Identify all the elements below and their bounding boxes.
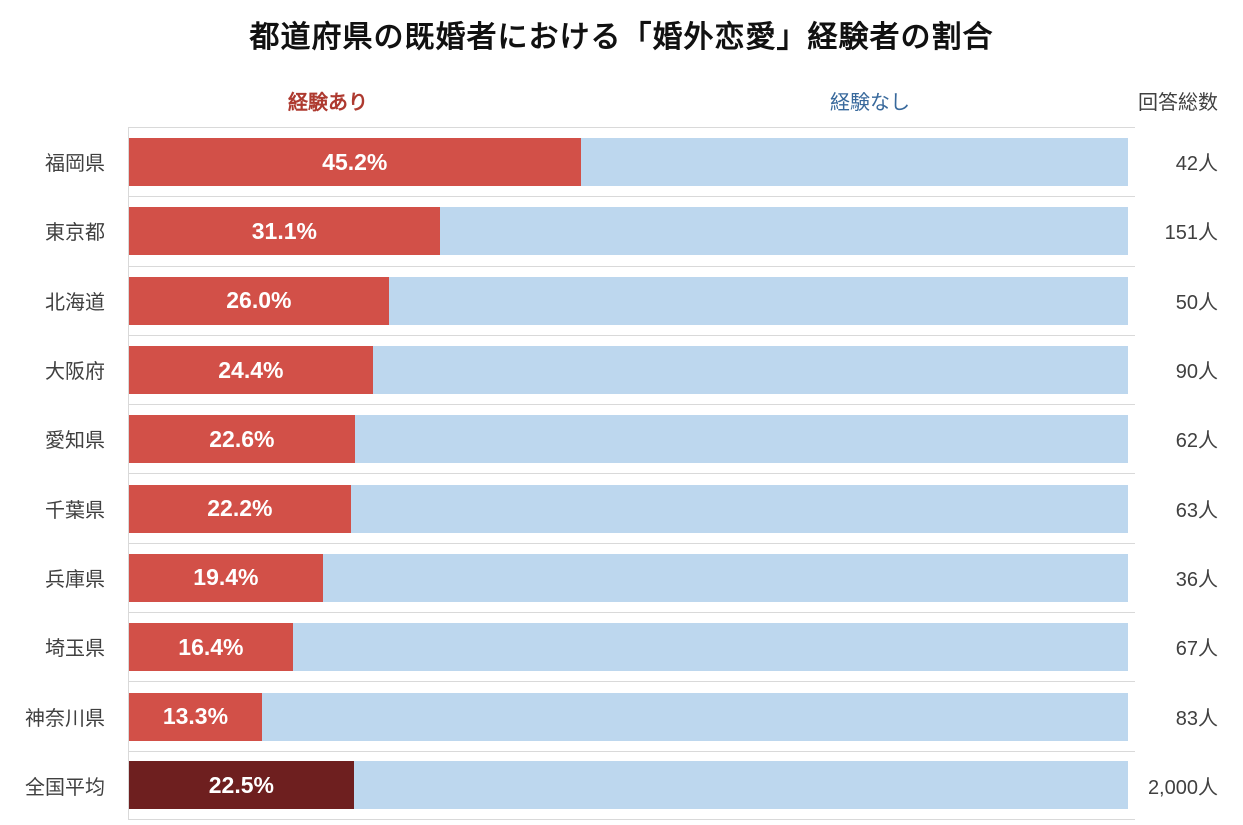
bar-value-label: 22.5% xyxy=(208,771,274,798)
bar-row: 北海道 26.0% 50人 xyxy=(0,265,1243,335)
bar-row: 福岡県 45.2% 42人 xyxy=(0,127,1243,197)
not-experienced-bar-segment xyxy=(292,623,1128,672)
experienced-bar-segment: 31.1% xyxy=(129,207,440,256)
total-responses-label: 83人 xyxy=(1175,707,1218,730)
legend-experienced: 経験あり xyxy=(288,92,368,114)
bar-row: 埼玉県 16.4% 67人 xyxy=(0,612,1243,682)
plot-cell: 24.4% xyxy=(128,334,1135,405)
category-label: 東京都 xyxy=(45,222,105,245)
category-label: 兵庫県 xyxy=(45,568,105,591)
total-responses-label: 63人 xyxy=(1175,499,1218,522)
bar-track: 22.2% xyxy=(129,484,1128,533)
total-responses-label: 50人 xyxy=(1175,291,1218,314)
experienced-bar-segment: 26.0% xyxy=(129,276,389,325)
plot-cell: 16.4% xyxy=(128,612,1135,682)
bar-value-label: 45.2% xyxy=(322,148,388,175)
total-responses-label: 2,000人 xyxy=(1147,776,1218,799)
bar-value-label: 19.4% xyxy=(193,564,259,591)
bar-track: 26.0% xyxy=(129,276,1128,325)
bar-track: 45.2% xyxy=(129,138,1128,187)
bar-value-label: 22.2% xyxy=(207,495,273,522)
bar-value-label: 13.3% xyxy=(162,703,229,730)
category-label: 北海道 xyxy=(45,291,105,314)
not-experienced-bar-segment xyxy=(388,276,1128,325)
bar-value-label: 26.0% xyxy=(226,287,292,314)
plot-cell: 26.0% xyxy=(128,265,1135,335)
experienced-bar-segment: 13.3% xyxy=(129,692,262,741)
bar-track: 31.1% xyxy=(129,207,1128,256)
not-experienced-bar-segment xyxy=(354,415,1128,464)
experienced-bar-segment: 22.5% xyxy=(129,761,354,810)
category-label: 福岡県 xyxy=(45,153,105,176)
not-experienced-bar-segment xyxy=(580,138,1128,187)
bar-row: 愛知県 22.6% 62人 xyxy=(0,404,1243,474)
experienced-bar-segment: 45.2% xyxy=(129,138,581,187)
plot-cell: 22.6% xyxy=(128,404,1135,474)
category-label: 全国平均 xyxy=(25,776,105,799)
bar-track: 16.4% xyxy=(129,623,1128,672)
plot-cell: 22.2% xyxy=(128,473,1135,543)
not-experienced-bar-segment xyxy=(439,207,1128,256)
not-experienced-bar-segment xyxy=(350,484,1128,533)
category-label: 愛知県 xyxy=(45,430,105,453)
experienced-bar-segment: 22.2% xyxy=(129,484,351,533)
not-experienced-bar-segment xyxy=(372,346,1128,395)
bar-row: 大阪府 24.4% 90人 xyxy=(0,334,1243,405)
stacked-bar-chart: 福岡県 45.2% 42人 東京都 31.1% 151人 北海道 xyxy=(0,127,1243,820)
bar-track: 24.4% xyxy=(129,346,1128,395)
plot-cell: 31.1% xyxy=(128,196,1135,266)
bar-row: 千葉県 22.2% 63人 xyxy=(0,473,1243,543)
plot-cell: 13.3% xyxy=(128,681,1135,751)
bar-track: 22.6% xyxy=(129,415,1128,464)
bar-value-label: 24.4% xyxy=(218,356,284,383)
chart-title: 都道府県の既婚者における「婚外恋愛」経験者の割合 xyxy=(249,21,994,54)
not-experienced-bar-segment xyxy=(322,553,1128,602)
bar-value-label: 31.1% xyxy=(251,217,317,244)
total-responses-label: 62人 xyxy=(1175,430,1218,453)
legend-not-experienced: 経験なし xyxy=(830,92,910,114)
plot-cell: 19.4% xyxy=(128,542,1135,613)
category-label: 埼玉県 xyxy=(45,638,105,661)
bar-value-label: 16.4% xyxy=(178,633,244,660)
bar-track: 13.3% xyxy=(129,692,1128,741)
total-responses-label: 42人 xyxy=(1175,153,1218,176)
experienced-bar-segment: 19.4% xyxy=(129,553,323,602)
total-responses-label: 90人 xyxy=(1175,361,1218,384)
plot-cell: 45.2% xyxy=(128,127,1135,197)
total-responses-label: 151人 xyxy=(1164,222,1218,245)
category-label: 神奈川県 xyxy=(25,707,105,730)
bar-row-national-average: 全国平均 22.5% 2,000人 xyxy=(0,750,1243,820)
bar-row: 兵庫県 19.4% 36人 xyxy=(0,542,1243,613)
experienced-bar-segment: 16.4% xyxy=(129,623,293,672)
plot-cell: 22.5% xyxy=(128,750,1135,820)
experienced-bar-segment: 24.4% xyxy=(129,346,373,395)
bar-row: 東京都 31.1% 151人 xyxy=(0,196,1243,266)
legend-total-responses: 回答総数 xyxy=(1138,92,1218,114)
total-responses-label: 67人 xyxy=(1175,638,1218,661)
bar-row: 神奈川県 13.3% 83人 xyxy=(0,681,1243,751)
not-experienced-bar-segment xyxy=(353,761,1128,810)
total-responses-label: 36人 xyxy=(1175,568,1218,591)
bar-track: 19.4% xyxy=(129,553,1128,602)
not-experienced-bar-segment xyxy=(261,692,1128,741)
bar-value-label: 22.6% xyxy=(209,425,275,452)
category-label: 大阪府 xyxy=(45,361,105,384)
bar-track: 22.5% xyxy=(129,761,1128,810)
category-label: 千葉県 xyxy=(45,499,105,522)
experienced-bar-segment: 22.6% xyxy=(129,415,355,464)
